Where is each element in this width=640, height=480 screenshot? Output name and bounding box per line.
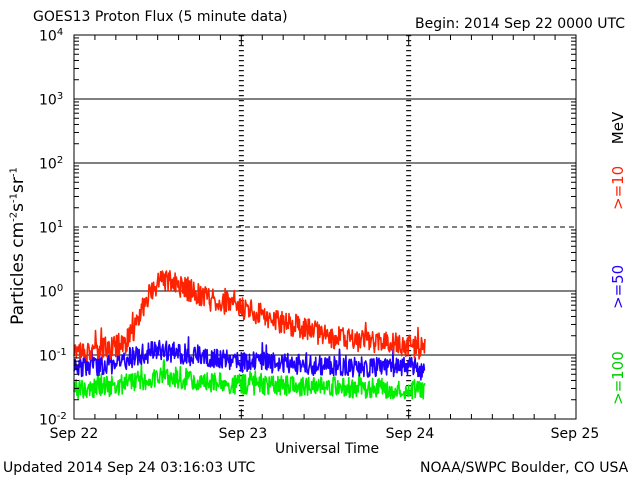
series-line->=50 [73,336,426,381]
x-axis-title: Universal Time [275,441,380,457]
y-tick-label: 104 [39,27,64,45]
y-tick-label: 101 [39,219,64,237]
y-tick-label: 102 [39,155,64,173]
updated-timestamp: Updated 2014 Sep 24 03:16:03 UTC [3,460,256,476]
legend-unit-mev: MeV [609,111,627,145]
x-tick-sep23: Sep 23 [218,426,268,442]
x-tick-sep24: Sep 24 [385,426,435,442]
chart-title: GOES13 Proton Flux (5 minute data) [33,9,288,25]
series-line->=100 [73,359,426,400]
x-tick-sep25: Sep 25 [550,426,600,442]
begin-time: Begin: 2014 Sep 22 0000 UTC [415,16,626,32]
series-line->=10 [73,269,426,362]
legend-series-50: >=50 [609,264,627,309]
y-axis-label: Particles cm-2s-1sr-1 [8,167,28,325]
y-tick-label: 103 [39,91,64,109]
y-tick-label: 10-1 [39,347,67,365]
y-tick-label: 100 [39,283,64,301]
x-tick-sep22: Sep 22 [49,426,99,442]
legend-series-100: >=100 [609,351,627,405]
credit-line: NOAA/SWPC Boulder, CO USA [420,460,629,476]
y-tick-label: 10-2 [39,411,67,429]
legend-series-10: >=10 [609,165,627,210]
